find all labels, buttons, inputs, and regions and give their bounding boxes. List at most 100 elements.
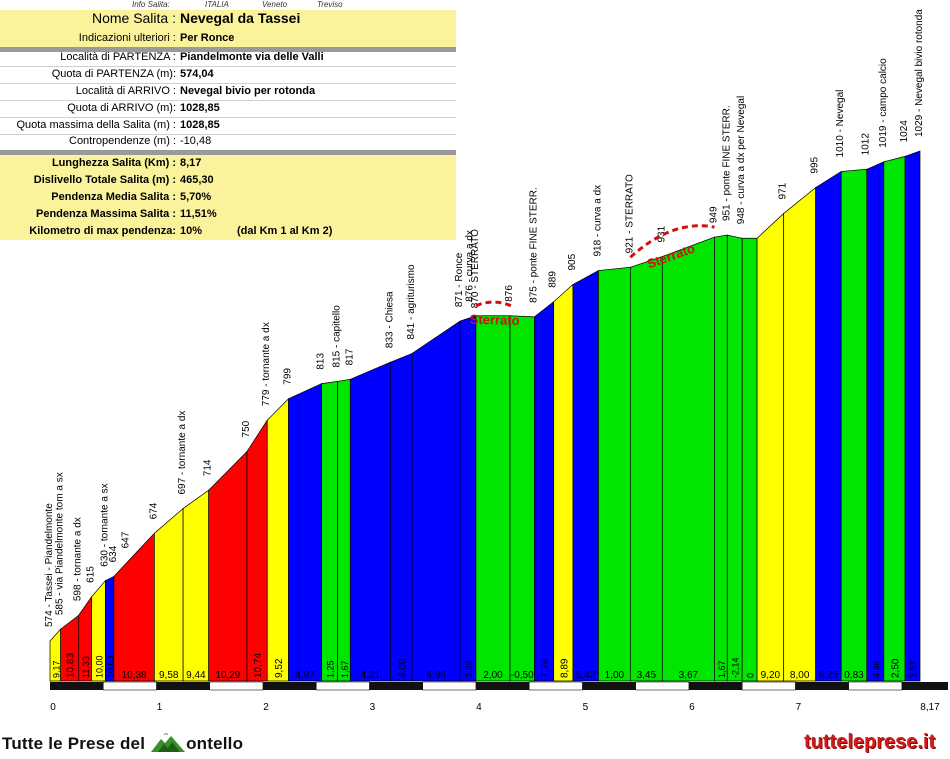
grade-label: 10,74 <box>253 653 264 678</box>
end-value: Nevegal bivio per rotonda <box>180 85 316 97</box>
row-max-grade: Pendenza Massima Salita : 11,51% <box>0 206 456 223</box>
scale-bar-segment <box>635 681 690 691</box>
grade-label: 4,97 <box>295 670 315 681</box>
row-length: Lunghezza Salita (Km) : 8,17 <box>0 155 456 172</box>
profile-segment <box>815 170 842 682</box>
point-annotation: 1029 - Nevegal bivio rotonda <box>914 9 925 137</box>
grade-label: 0 <box>746 673 756 678</box>
meta-country: ITALIA <box>205 0 229 9</box>
scale-bar-segment <box>209 681 264 691</box>
grade-label: -2,14 <box>731 657 741 678</box>
grade-label: 6,96 <box>426 670 446 681</box>
start-value: Piandelmonte via delle Valli <box>180 51 324 63</box>
gain-value: 465,30 <box>180 174 214 186</box>
scale-bar-segment <box>422 681 477 691</box>
point-annotation: 574 - Tassei - Piandelmonte <box>44 503 55 627</box>
point-annotation: 714 <box>203 459 214 476</box>
meta-province: Treviso <box>317 0 343 9</box>
profile-segment <box>840 168 868 682</box>
profile-segment <box>459 315 477 682</box>
counter-label: Contropendenze (m) : <box>69 135 176 147</box>
point-annotation: 647 <box>121 531 132 548</box>
meta-row: Info Salita: ITALIA Veneto Treviso <box>0 0 456 10</box>
x-tick-label: 2 <box>263 702 269 713</box>
grade-label: 10,83 <box>66 653 77 678</box>
grade-label: 1,67 <box>340 660 350 678</box>
profile-segment <box>756 212 785 682</box>
row-divider <box>0 134 456 135</box>
km-scale-bar: 0 1 2 3 4 5 6 7 8,17 <box>50 681 948 713</box>
point-annotation: 905 <box>567 253 578 270</box>
brand-text-suffix: ontello <box>186 734 244 753</box>
row-max-km: Kilometro di max pendenza: 10% (dal Km 1… <box>0 223 456 240</box>
profile-segment <box>883 155 906 682</box>
grade-labels: 9,17 10,83 11,33 10,00 10,63 10,38 9,58 9,44 10,… <box>51 653 918 681</box>
point-annotation: 971 <box>778 182 789 199</box>
unpaved-label: Sterrato <box>470 312 520 328</box>
profile-segment <box>266 397 289 682</box>
row-end-alt: Quota di ARRIVO (m): 1028,85 <box>0 100 456 117</box>
end-alt-label: Quota di ARRIVO (m): <box>67 102 176 114</box>
row-gain: Dislivello Totale Salita (m) : 465,30 <box>0 172 456 189</box>
brand-logo: Tutte le Prese del ontello <box>2 733 243 754</box>
row-climb-name: Nome Salita : Nevegal da Tassei <box>0 10 456 30</box>
grade-label: 9,58 <box>159 670 179 681</box>
meta-region: Veneto <box>262 0 288 9</box>
point-annotations: 574 - Tassei - Piandelmonte 585 - via Pia… <box>44 9 925 627</box>
profile-segment <box>572 269 599 682</box>
length-label: Lunghezza Salita (Km) : <box>51 157 176 169</box>
point-annotation: 813 <box>316 352 327 369</box>
x-tick-label: 8,17 <box>920 702 940 713</box>
grade-label: 0,83 <box>844 670 864 681</box>
grade-label: 7,78 <box>540 658 551 678</box>
point-annotation: 876 <box>504 285 515 302</box>
profile-segment <box>475 315 511 682</box>
point-annotation: 995 <box>810 156 821 173</box>
grade-label: 9,44 <box>186 670 206 681</box>
profile-segment <box>182 489 210 682</box>
grade-label: 3,67 <box>679 670 699 681</box>
point-annotation: 948 - curva a dx per Nevegal <box>736 96 747 224</box>
grade-label: 4,00 <box>397 658 408 678</box>
length-value: 8,17 <box>180 157 202 169</box>
row-start: Località di PARTENZA : Piandelmonte via … <box>0 49 456 66</box>
x-tick-label: 4 <box>476 702 482 713</box>
scale-bar-segment <box>528 681 583 691</box>
point-annotation: 889 <box>548 271 559 288</box>
profile-segment <box>661 236 715 682</box>
profile-segment <box>208 450 248 682</box>
climb-name-label: Nome Salita : <box>91 10 176 26</box>
x-tick-label: 7 <box>796 702 802 713</box>
row-end: Località di ARRIVO : Nevegal bivio per r… <box>0 83 456 100</box>
point-annotation: 1012 <box>861 133 872 156</box>
grade-label: 8,00 <box>790 670 810 681</box>
end-alt-value: 1028,85 <box>180 102 220 114</box>
profile-segment <box>321 381 338 682</box>
grade-label: 10,63 <box>106 655 116 678</box>
profile-segment <box>390 352 413 682</box>
point-annotation: 585 - via Piandelmonte tom a sx <box>55 472 66 615</box>
profile-segment <box>509 315 535 682</box>
row-divider <box>0 83 456 84</box>
point-annotation: 779 - tornante a dx <box>261 322 272 406</box>
profile-segment <box>154 507 184 682</box>
scale-bar-segment <box>50 682 104 690</box>
point-annotation: 875 - ponte FINE STERR. <box>529 187 540 303</box>
x-tick-label: 0 <box>50 702 56 713</box>
max-grade-value: 11,51% <box>180 208 217 220</box>
point-annotation: 697 - tornante a dx <box>177 411 188 495</box>
brand-website[interactable]: tutteleprese.it <box>804 731 936 753</box>
start-alt-label: Quota di PARTENZA (m): <box>51 68 176 80</box>
mountain-icon <box>151 733 186 752</box>
profile-segment <box>714 234 728 682</box>
x-tick-label: 3 <box>370 702 376 713</box>
point-annotation: 1010 - Nevegal <box>835 90 846 158</box>
grade-label: 5,42 <box>576 670 596 681</box>
row-divider <box>0 100 456 101</box>
avg-grade-value: 5,70% <box>180 191 212 203</box>
row-divider <box>0 66 456 67</box>
point-annotation: 918 - curva a dx <box>592 185 603 257</box>
profile-segment <box>411 320 461 682</box>
row-divider <box>0 117 456 118</box>
